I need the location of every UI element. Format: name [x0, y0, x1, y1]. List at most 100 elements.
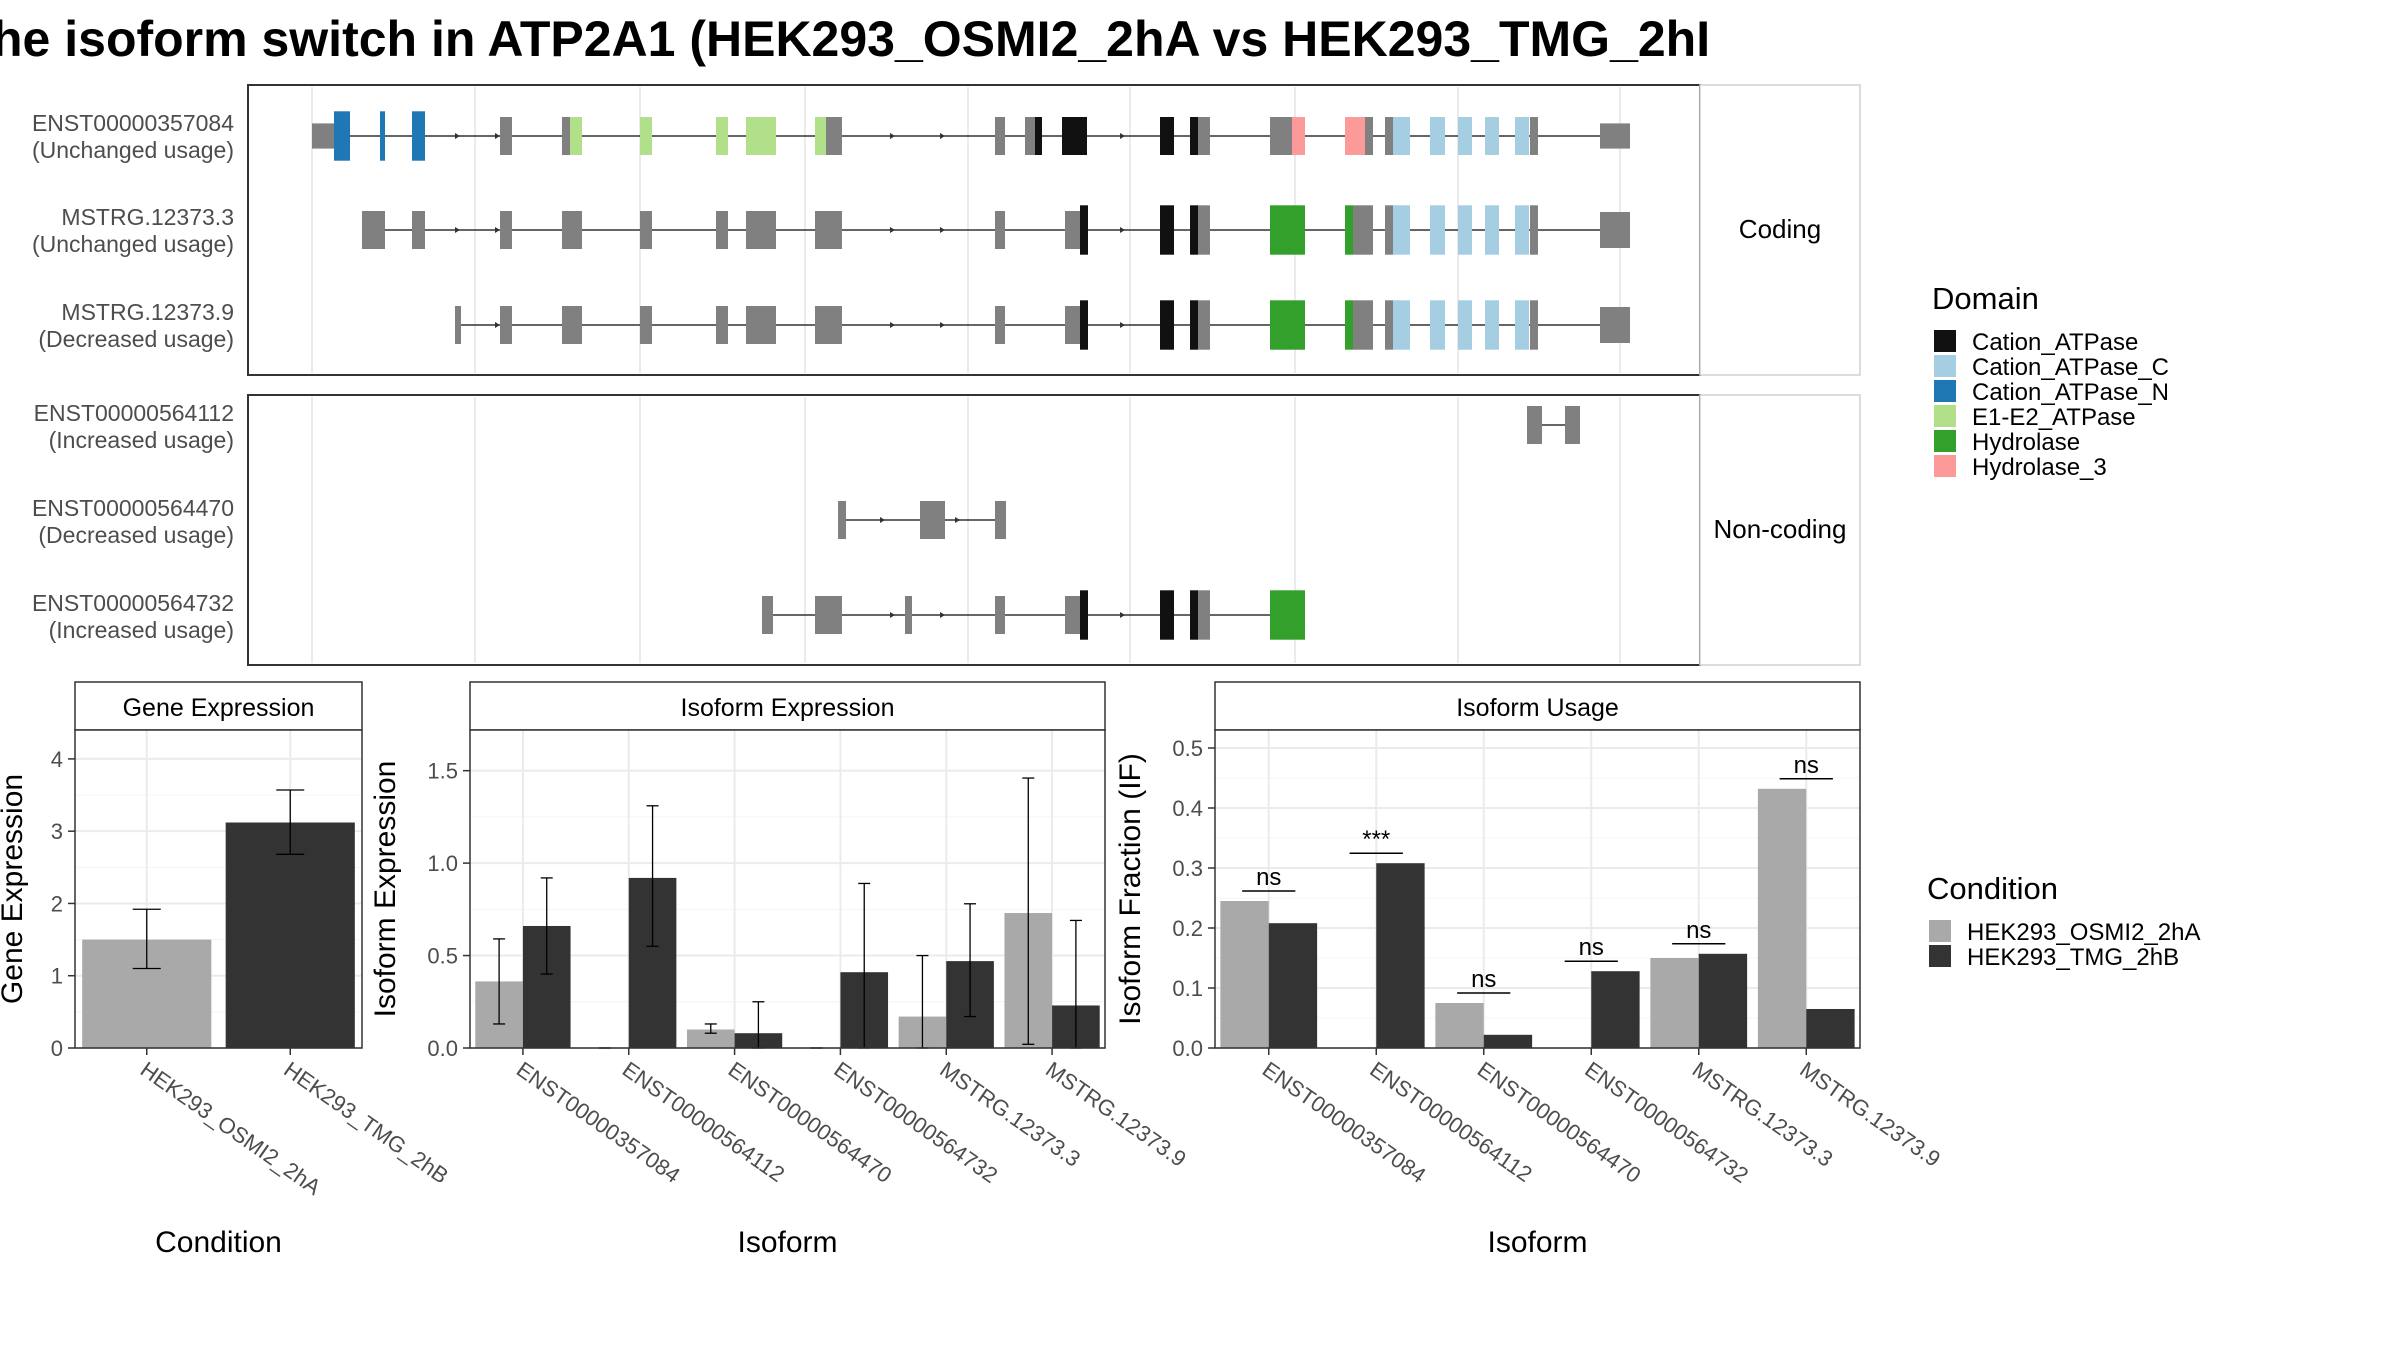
exon	[562, 117, 570, 155]
transcript-models	[312, 111, 1630, 640]
exon	[1485, 117, 1499, 155]
y-tick-label: 0.5	[427, 944, 458, 969]
strand-arrow	[890, 322, 895, 328]
exon	[562, 306, 582, 344]
exon	[995, 501, 1006, 539]
transcript-id-label: ENST00000357084	[32, 110, 234, 136]
transcript-usage-label: (Unchanged usage)	[32, 137, 234, 163]
exon	[905, 596, 912, 634]
exon	[1600, 123, 1630, 149]
noncoding-strip-label: Non-coding	[1714, 514, 1847, 544]
y-tick-label: 1.0	[427, 851, 458, 876]
exon	[1365, 117, 1373, 155]
legend-key-cation-atpase-n	[1934, 380, 1956, 402]
domain-legend: Domain Cation_ATPase Cation_ATPase_C Cat…	[1932, 281, 2169, 481]
strand-arrow	[955, 517, 960, 523]
strand-arrow	[455, 227, 460, 233]
exon	[995, 117, 1005, 155]
legend-key-hydrolase	[1934, 430, 1956, 452]
exon	[640, 211, 652, 249]
exon	[500, 117, 512, 155]
exon	[500, 306, 512, 344]
exon	[1292, 117, 1305, 155]
strand-arrow	[890, 612, 895, 618]
exon	[815, 211, 842, 249]
y-tick-label: 3	[51, 819, 63, 844]
exon	[826, 117, 842, 155]
x-axis-title: Isoform	[737, 1226, 837, 1259]
chart-1: Isoform Expression0.00.51.01.5ENST000003…	[369, 681, 1191, 1259]
bar	[686, 1029, 735, 1048]
exon	[1190, 205, 1198, 255]
bar	[1483, 1034, 1533, 1048]
legend-label: Hydrolase	[1972, 429, 2080, 456]
transcript-usage-label: (Increased usage)	[49, 427, 234, 453]
chart-title: Isoform Expression	[681, 694, 895, 722]
exon	[1065, 306, 1080, 344]
y-axis-title: Isoform Fraction (IF)	[1114, 753, 1147, 1025]
exon	[1160, 300, 1174, 350]
exon	[1485, 300, 1499, 350]
exon	[1270, 117, 1292, 155]
exon	[746, 117, 776, 155]
y-axis-title: Isoform Expression	[369, 761, 402, 1018]
transcript-usage-label: (Unchanged usage)	[32, 231, 234, 257]
exon	[1530, 300, 1538, 350]
strand-arrow	[890, 227, 895, 233]
strand-arrow	[1120, 322, 1125, 328]
legend-label: Cation_ATPase_C	[1972, 354, 2169, 381]
strand-arrow	[495, 227, 500, 233]
exon	[1393, 117, 1410, 155]
bar	[1757, 788, 1807, 1048]
y-tick-label: 0.1	[1172, 976, 1203, 1001]
exon	[1430, 300, 1445, 350]
exon	[1458, 117, 1472, 155]
transcript-id-label: ENST00000564732	[32, 590, 234, 616]
exon	[1515, 300, 1529, 350]
legend-label: Cation_ATPase	[1972, 329, 2138, 356]
plot-frame	[1214, 729, 1861, 1049]
exon	[1025, 117, 1035, 155]
x-axis-title: Isoform	[1487, 1226, 1587, 1259]
strand-arrow	[1120, 612, 1125, 618]
exon	[640, 306, 652, 344]
exon	[1530, 117, 1538, 155]
exon	[762, 596, 773, 634]
exon	[815, 306, 842, 344]
exon	[1270, 205, 1305, 255]
coding-strip-label: Coding	[1739, 214, 1821, 244]
exon	[1565, 406, 1580, 444]
exon	[1385, 117, 1393, 155]
y-tick-label: 0.0	[427, 1036, 458, 1061]
exon	[1393, 300, 1410, 350]
y-tick-label: 2	[51, 891, 63, 916]
bar	[1591, 971, 1640, 1048]
exon	[1198, 205, 1210, 255]
exon	[1385, 205, 1393, 255]
plot-background	[470, 730, 1105, 1048]
y-tick-label: 4	[51, 747, 63, 772]
exon	[1345, 300, 1353, 350]
significance-label: ns	[1471, 966, 1496, 993]
y-tick-label: 0.3	[1172, 856, 1203, 881]
exon	[1530, 205, 1538, 255]
exon	[1353, 205, 1373, 255]
strand-arrow	[880, 517, 885, 523]
exon	[746, 306, 776, 344]
strand-arrow	[890, 133, 895, 139]
strand-arrow	[495, 322, 500, 328]
chart-2: Isoform Usage 0.0 0.1 0.2 0.3 0.4 0.5 ns *** ns ns…	[1114, 681, 1945, 1259]
exon	[1065, 596, 1080, 634]
exon	[920, 501, 945, 539]
exon	[570, 117, 582, 155]
condition-legend-title: Condition	[1927, 871, 2058, 906]
transcript-id-label: MSTRG.12373.3	[61, 204, 234, 230]
exon	[716, 117, 728, 155]
exon	[1190, 117, 1198, 155]
bar	[1435, 1003, 1484, 1048]
bar	[1698, 953, 1748, 1048]
plot-frame	[74, 729, 363, 1049]
exon	[1198, 590, 1210, 640]
chart-0: Gene Expression01234HEK293_OSMI2_2hAHEK2…	[0, 681, 453, 1259]
